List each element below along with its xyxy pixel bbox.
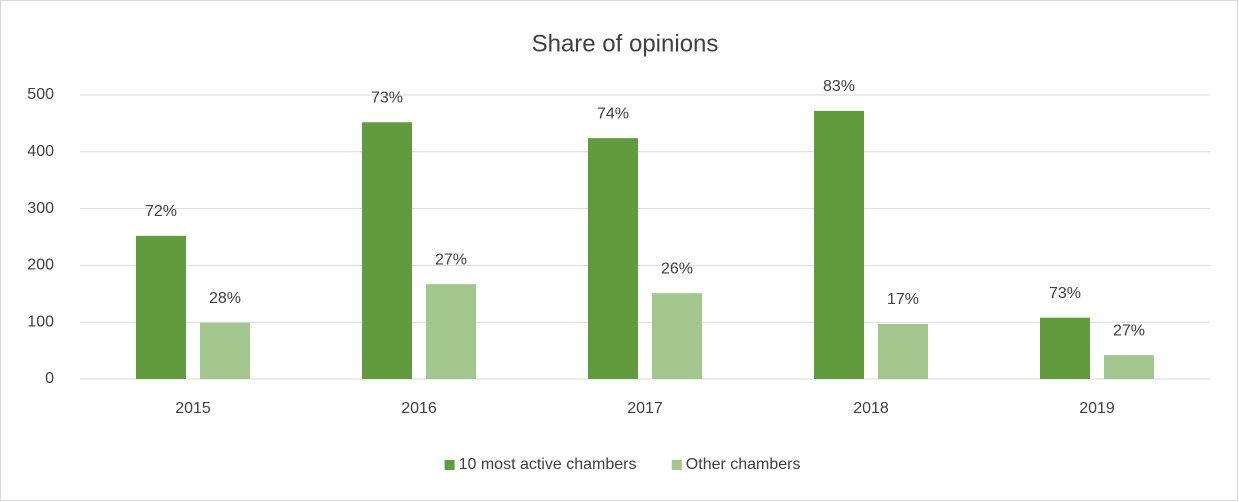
data-label: 73% <box>1049 285 1081 302</box>
data-label: 72% <box>145 203 177 220</box>
bar <box>652 293 702 379</box>
x-tick-label: 2018 <box>853 400 889 417</box>
data-label: 27% <box>1113 322 1145 339</box>
bar <box>878 323 928 379</box>
y-tick-label: 500 <box>27 86 54 103</box>
data-label: 17% <box>887 291 919 308</box>
data-label: 27% <box>435 251 467 268</box>
bar <box>1104 355 1154 379</box>
x-tick-label: 2019 <box>1079 400 1115 417</box>
x-tick-label: 2016 <box>401 400 437 417</box>
bar <box>362 122 412 379</box>
data-label: 83% <box>823 78 855 95</box>
bar <box>588 138 638 379</box>
y-tick-label: 200 <box>27 257 54 274</box>
legend-swatch <box>671 460 682 470</box>
x-tick-label: 2017 <box>627 400 663 417</box>
data-label: 26% <box>661 260 693 277</box>
bar <box>814 110 864 380</box>
bar <box>426 284 476 379</box>
bar <box>200 322 250 379</box>
x-tick-label: 2015 <box>175 400 211 417</box>
legend-swatch <box>444 460 455 470</box>
legend-label: 10 most active chambers <box>459 456 637 473</box>
bar <box>136 235 186 379</box>
chart-title: Share of opinions <box>532 30 719 57</box>
legend-label: Other chambers <box>686 456 801 473</box>
y-tick-label: 400 <box>27 143 54 160</box>
data-label: 74% <box>597 105 629 122</box>
data-label: 73% <box>371 89 403 106</box>
y-tick-label: 100 <box>27 313 54 330</box>
y-tick-label: 300 <box>27 200 54 217</box>
bar <box>1040 317 1090 379</box>
y-tick-label: 0 <box>45 370 54 387</box>
data-label: 28% <box>209 290 241 307</box>
